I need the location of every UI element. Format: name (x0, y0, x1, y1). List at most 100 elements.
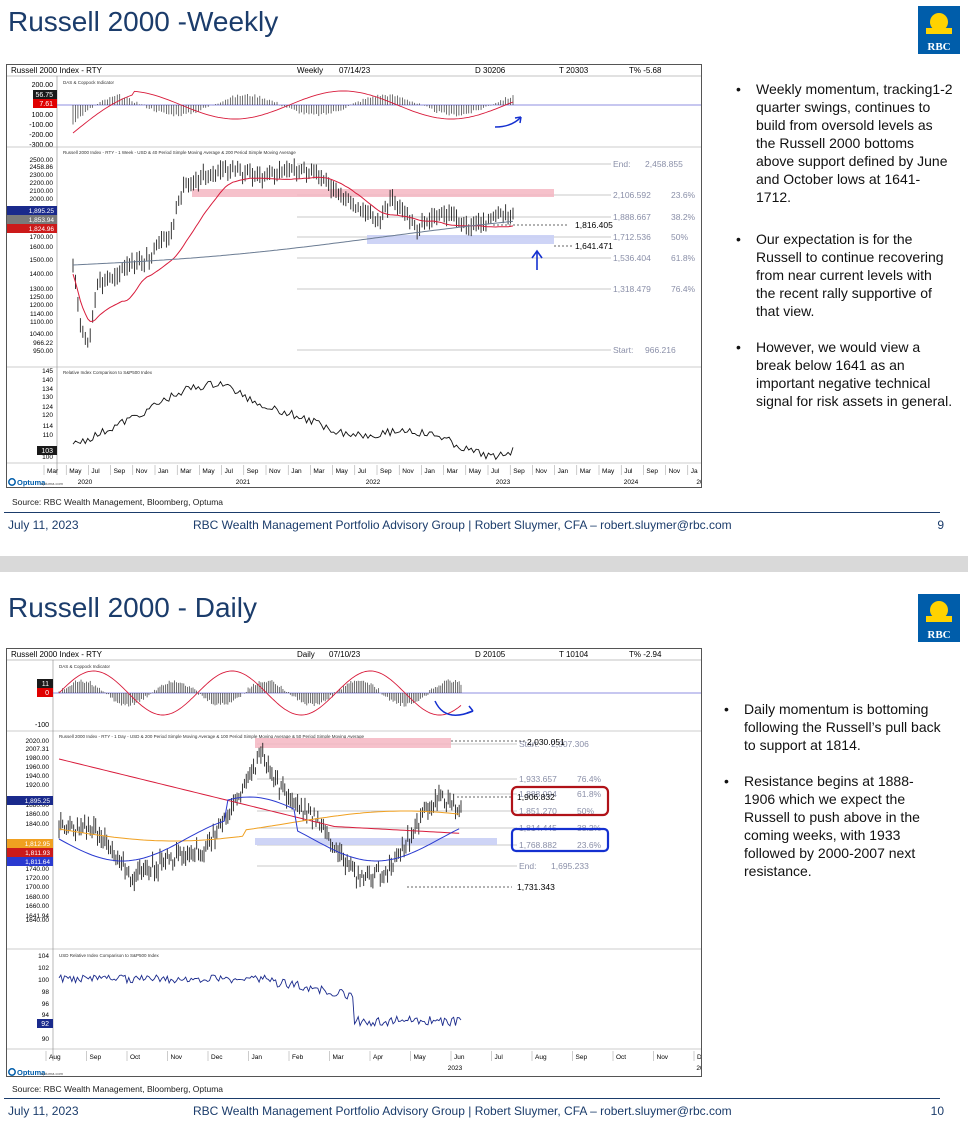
tick: -100 (35, 722, 49, 729)
axis-tick: 94 (42, 1012, 50, 1019)
x-month-label: May (336, 468, 349, 475)
axis-tick: 2458.86 (30, 164, 54, 171)
daily-chart: Russell 2000 Index - RTY Daily 07/10/23 … (6, 648, 702, 1077)
price-tag-value: 1,895.25 (25, 798, 51, 805)
bullet: Daily momentum is bottoming following th… (720, 700, 942, 754)
resistance-zone (255, 738, 451, 748)
fib-value: 1,888.094 (519, 789, 557, 799)
resistance-highlight (510, 785, 610, 817)
x-month-label: Jan (291, 468, 302, 475)
price-tag (7, 224, 57, 233)
source-note: Source: RBC Wealth Management, Bloomberg… (12, 497, 224, 507)
price-bars (58, 742, 462, 892)
relative-line (58, 974, 462, 1028)
price-tag-value: 1,811.93 (25, 850, 50, 857)
support-zone (367, 235, 554, 244)
axis-tick: 130 (42, 394, 53, 401)
price-bars (72, 158, 514, 348)
axis-tick: 1860.00 (26, 811, 50, 818)
axis-tick: 2007.31 (26, 746, 50, 753)
slide-daily: Russell 2000 - Daily RBC Russell 2000 In… (0, 572, 968, 1131)
chart-header-tpct: T% -2.94 (629, 650, 662, 659)
relative-line (72, 380, 514, 461)
x-year-label: 2023 (448, 1065, 463, 1072)
commentary-bullets: Daily momentum is bottoming following th… (720, 700, 942, 898)
price-tags: 1,895.25 1,812.95 1,811.93 1,811.64 (7, 796, 53, 866)
x-year-label: 2020 (78, 479, 93, 486)
x-month-label: Sep (576, 1054, 588, 1061)
fib-pct: 76.4% (577, 774, 602, 784)
axis-tick: 140 (42, 377, 53, 384)
price-tag-value: 1,812.95 (25, 841, 51, 848)
fib-pct: 76.4% (671, 284, 696, 294)
axis-tick: 2020.00 (26, 738, 50, 745)
ma-100 (58, 810, 460, 842)
axis-tick: 1920.00 (26, 782, 50, 789)
slide-title: Russell 2000 -Weekly (8, 6, 279, 37)
x-month-label: May (414, 1054, 427, 1061)
x-month-label: Mar (180, 468, 192, 475)
x-month-label: Sep (513, 468, 525, 475)
price-tag (7, 839, 53, 848)
x-year-label: 2023 (496, 479, 511, 486)
x-month-label: Mar (47, 468, 59, 475)
footer: July 11, 2023 RBC Wealth Management Port… (0, 1098, 968, 1124)
chart-header-period: Weekly (297, 66, 323, 75)
ma-50 (58, 796, 460, 862)
axis-tick: 1640.00 (26, 917, 50, 924)
axis-tick: 102 (38, 965, 49, 972)
fib-pct: 38.2% (671, 212, 696, 222)
price-panel-title: Russell 2000 Index - RTY - 1 Week - USD … (63, 150, 296, 155)
slide-separator (0, 556, 968, 572)
momentum-panel-title: DAS & Coppock Indicator (59, 664, 111, 669)
momentum-tag-value: 7.61 (39, 101, 53, 108)
bullet: Weekly momentum, tracking1-2 quarter swi… (732, 80, 954, 206)
x-month-label: Jul (358, 468, 367, 475)
ma-200 (72, 220, 514, 266)
axis-tick: 1700.00 (30, 234, 54, 241)
x-month-label: Sep (646, 468, 658, 475)
callout-2030: 2,030.051 (527, 737, 565, 747)
x-month-label: Mar (580, 468, 592, 475)
fib-value: 966.216 (645, 345, 676, 355)
momentum-arrow (494, 116, 522, 128)
axis-tick: 1880.00 (26, 802, 50, 809)
optuma-brand: Optuma (17, 1068, 46, 1077)
page-number: 10 (930, 1104, 944, 1118)
x-month-label: Jul (624, 468, 633, 475)
slide-weekly: Russell 2000 -Weekly RBC Russell 2000 In… (0, 0, 968, 556)
x-axis: Aug Sep Oct Nov Dec Jan Feb Mar Apr May Jun Jul Aug S… (45, 1051, 701, 1072)
fib-label: End: (613, 159, 631, 169)
x-year-label: 2021 (236, 479, 251, 486)
axis-tick: 114 (43, 423, 54, 430)
price-axis: 2500.002458.862300.002200.002100.002000.… (30, 157, 54, 355)
x-month-label: Feb (292, 1054, 304, 1061)
x-month-label: Apr (373, 1054, 384, 1061)
x-month-label: Aug (535, 1054, 547, 1061)
optuma-icon (8, 478, 16, 486)
tick: -200.00 (29, 132, 53, 139)
axis-tick: 1980.00 (26, 755, 50, 762)
axis-tick: 1040.00 (30, 331, 54, 338)
price-tags: 1,895.25 1,853.94 1,824.96 (7, 206, 57, 233)
fib-pct: 23.6% (671, 190, 696, 200)
x-month-label: May (69, 468, 82, 475)
commentary-bullets: Weekly momentum, tracking1-2 quarter swi… (732, 80, 954, 428)
axis-tick: 110 (43, 432, 54, 439)
fib-label: End: (519, 861, 537, 871)
footer-date: July 11, 2023 (8, 518, 79, 532)
weekly-chart-svg: Russell 2000 Index - RTY Weekly 07/14/23… (7, 66, 701, 487)
optuma-url: optuma.com (41, 1071, 64, 1076)
ma-40 (72, 176, 514, 322)
page-number: 9 (937, 518, 944, 532)
price-tag (7, 857, 53, 866)
footer-date: July 11, 2023 (8, 1104, 79, 1118)
axis-tick: 966.22 (33, 340, 53, 347)
price-tag-value: 1,824.96 (29, 226, 55, 233)
fib-value: 1,933.657 (519, 774, 557, 784)
tick: 100.00 (32, 112, 54, 119)
axis-tick: 950.00 (33, 348, 53, 355)
axis-tick: 2200.00 (30, 180, 54, 187)
price-panel-title: Russell 2000 Index - RTY - 1 Day - USD &… (59, 734, 364, 739)
